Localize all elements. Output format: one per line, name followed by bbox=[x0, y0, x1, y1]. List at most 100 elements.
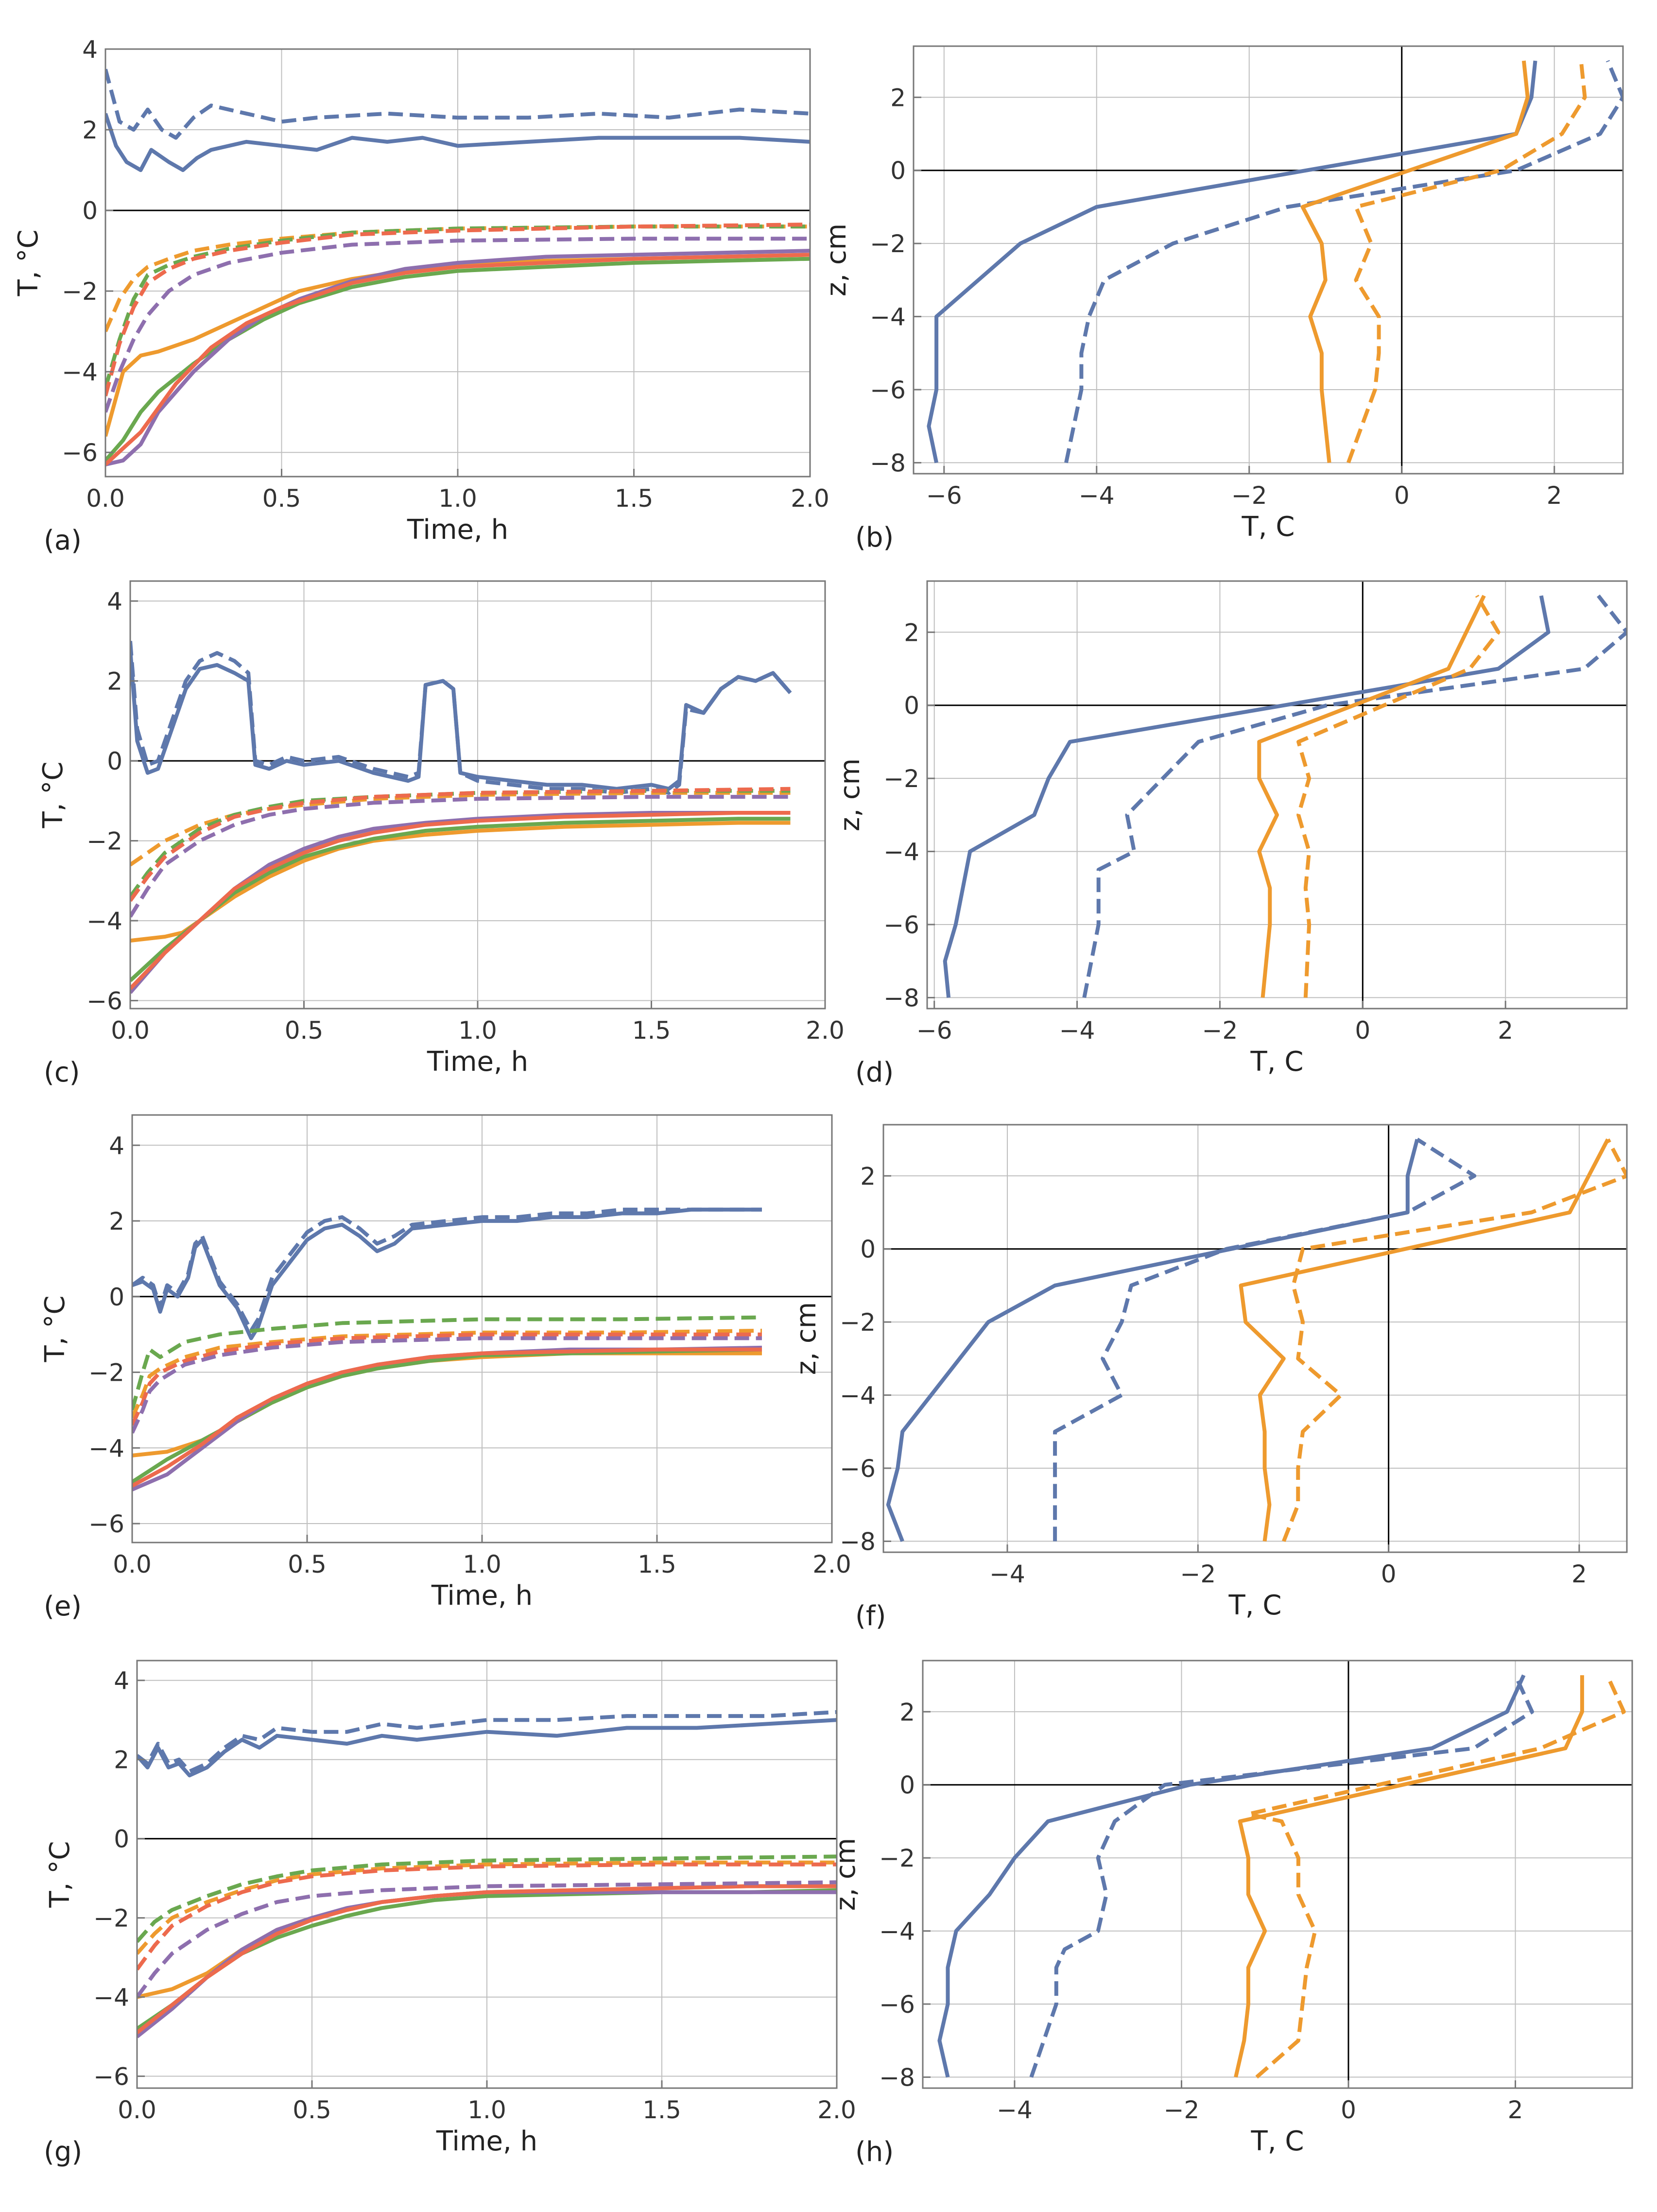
x-tick-label: 0 bbox=[1381, 1560, 1397, 1588]
y-tick-label: −6 bbox=[870, 376, 906, 404]
x-tick-label: −2 bbox=[1202, 1016, 1238, 1045]
series-orange-solid bbox=[1239, 1138, 1610, 1542]
series-orange-dashed bbox=[1296, 595, 1501, 998]
x-tick-label: 0.5 bbox=[293, 2096, 331, 2124]
x-tick-label: 0.5 bbox=[285, 1016, 324, 1045]
x-tick-label: 0.5 bbox=[262, 484, 301, 513]
y-tick-label: −4 bbox=[62, 358, 98, 386]
plot-area bbox=[914, 46, 1623, 474]
series-blue-solid bbox=[137, 1718, 837, 1778]
x-tick-label: 2.0 bbox=[791, 484, 829, 513]
x-tick-label: 0.5 bbox=[288, 1550, 327, 1578]
panel-c: 0.0 0.5 1.0 1.5 2.0 −6 −4 −2 0 2 4 Time, h T, °C (c) bbox=[37, 580, 845, 1088]
series-blue-dashed bbox=[1082, 594, 1627, 998]
x-tick-label: 0.0 bbox=[111, 1016, 150, 1045]
x-tick-label: 0.0 bbox=[86, 484, 125, 513]
x-tick-label: 2 bbox=[1547, 481, 1562, 510]
series-purple-dashed bbox=[137, 1880, 837, 1998]
x-tick-label: 1.0 bbox=[438, 484, 477, 513]
x-tick-label: −4 bbox=[989, 1560, 1025, 1588]
y-tick-label: 0 bbox=[860, 1235, 876, 1264]
y-tick-label: −4 bbox=[883, 838, 919, 866]
y-tick-label: −2 bbox=[86, 827, 122, 856]
y-tick-label: −2 bbox=[93, 1904, 129, 1933]
panel-f: −4 −2 0 2 −8 −6 −4 −2 0 2 T, C z, cm (f) bbox=[791, 1124, 1628, 1632]
y-tick-label: −6 bbox=[62, 439, 98, 467]
y-tick-label: −4 bbox=[93, 1984, 129, 2012]
y-tick-label: 2 bbox=[107, 668, 122, 696]
x-tick-label: 0 bbox=[1341, 2096, 1356, 2124]
series-red-dashed bbox=[130, 787, 791, 902]
series-purple-dashed bbox=[105, 237, 810, 413]
x-tick-label: −2 bbox=[1231, 481, 1267, 510]
y-tick-label: −6 bbox=[86, 987, 122, 1015]
y-tick-label: 0 bbox=[114, 1825, 129, 1853]
y-axis-label: T, °C bbox=[13, 230, 44, 297]
panel-e: 0.0 0.5 1.0 1.5 2.0 −6 −4 −2 0 2 4 Time, h T, °C (e) bbox=[39, 1114, 851, 1622]
series-red-solid bbox=[132, 1347, 762, 1488]
series-green-solid bbox=[130, 817, 791, 982]
series-blue-solid bbox=[943, 595, 1551, 998]
panel-b: −6 −4 −2 0 2 −8 −6 −4 −2 0 2 T, C z, cm (b) bbox=[821, 45, 1624, 553]
plot-area bbox=[923, 1661, 1632, 2088]
x-tick-label: −4 bbox=[997, 2096, 1033, 2124]
y-axis-label: T, °C bbox=[44, 1841, 76, 1908]
x-tick-label: −2 bbox=[1180, 1560, 1216, 1588]
series-orange-dashed bbox=[137, 1860, 837, 1955]
x-tick-label: 1.5 bbox=[638, 1550, 676, 1578]
series-blue-solid bbox=[105, 113, 810, 172]
series-blue-dashed bbox=[132, 1207, 762, 1333]
y-tick-label: −2 bbox=[62, 277, 98, 306]
series-blue-dashed bbox=[1064, 60, 1623, 463]
y-tick-label: −2 bbox=[88, 1359, 124, 1387]
plot-area bbox=[883, 1125, 1627, 1552]
x-tick-label: −6 bbox=[926, 481, 962, 510]
y-tick-label: 2 bbox=[899, 1698, 915, 1726]
y-tick-label: 4 bbox=[107, 587, 122, 616]
x-axis-label: Time, h bbox=[407, 514, 508, 546]
series-red-dashed bbox=[132, 1332, 762, 1426]
series-blue-dashed bbox=[130, 641, 792, 795]
series-blue-dashed bbox=[1029, 1674, 1534, 2078]
y-tick-label: 2 bbox=[109, 1207, 124, 1235]
y-tick-label: 2 bbox=[890, 84, 906, 112]
y-tick-label: 0 bbox=[904, 692, 919, 720]
y-tick-label: −8 bbox=[883, 984, 919, 1012]
y-tick-label: 0 bbox=[109, 1283, 124, 1311]
x-tick-label: 1.5 bbox=[632, 1016, 671, 1045]
y-axis-label: T, °C bbox=[39, 1296, 71, 1363]
y-tick-label: −6 bbox=[93, 2063, 129, 2091]
series-red-dashed bbox=[105, 223, 810, 397]
x-tick-label: 0.0 bbox=[113, 1550, 152, 1578]
y-tick-label: 2 bbox=[860, 1162, 876, 1190]
x-tick-label: 2.0 bbox=[817, 2096, 856, 2124]
panel-a: 0.0 0.5 1.0 1.5 2.0 −6 −4 −2 0 2 4 Time, h T, °C (a) bbox=[13, 35, 829, 556]
series-green-dashed bbox=[105, 224, 810, 389]
panel-label: (h) bbox=[855, 2136, 894, 2168]
x-axis-label: T, C bbox=[1242, 511, 1295, 543]
y-tick-label: 0 bbox=[899, 1771, 915, 1800]
y-tick-label: 2 bbox=[904, 618, 919, 647]
panel-label: (b) bbox=[855, 522, 894, 553]
panel-label: (d) bbox=[855, 1057, 894, 1088]
x-tick-label: 2 bbox=[1508, 2096, 1523, 2124]
x-tick-label: 0 bbox=[1394, 481, 1410, 510]
y-axis-label: z, cm bbox=[791, 1302, 822, 1375]
series-blue-solid bbox=[937, 1674, 1526, 2078]
x-axis-label: Time, h bbox=[427, 1046, 528, 1078]
x-tick-label: −2 bbox=[1164, 2096, 1200, 2124]
x-tick-label: −6 bbox=[916, 1016, 952, 1045]
series-blue-solid bbox=[927, 60, 1537, 463]
series-purple-dashed bbox=[130, 795, 791, 918]
y-tick-label: −2 bbox=[840, 1308, 876, 1337]
x-tick-label: 1.0 bbox=[463, 1550, 501, 1578]
series-red-solid bbox=[137, 1884, 837, 2035]
plot-frame bbox=[922, 1660, 1633, 2089]
y-tick-label: 2 bbox=[114, 1746, 129, 1774]
series-blue-dashed bbox=[1053, 1137, 1477, 1542]
x-axis-label: Time, h bbox=[431, 1580, 533, 1612]
y-tick-label: −4 bbox=[870, 303, 906, 331]
x-tick-label: 1.0 bbox=[458, 1016, 497, 1045]
plot-frame bbox=[882, 1124, 1628, 1553]
